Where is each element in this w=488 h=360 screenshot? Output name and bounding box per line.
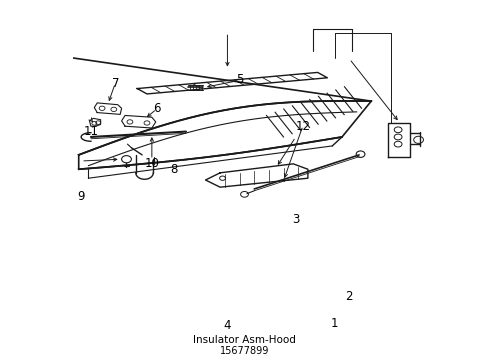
Text: 10: 10: [144, 157, 159, 170]
Text: 15677899: 15677899: [220, 346, 268, 356]
Polygon shape: [387, 123, 409, 157]
Text: Insulator Asm-Hood: Insulator Asm-Hood: [193, 334, 295, 345]
Polygon shape: [205, 164, 307, 187]
Text: 11: 11: [83, 125, 98, 138]
Text: 6: 6: [153, 102, 160, 115]
Text: 3: 3: [291, 213, 299, 226]
Polygon shape: [79, 101, 370, 169]
Polygon shape: [122, 116, 156, 128]
Polygon shape: [89, 118, 101, 126]
Text: 5: 5: [235, 73, 243, 86]
Text: 1: 1: [330, 317, 338, 330]
Text: 4: 4: [223, 319, 231, 332]
Text: 12: 12: [295, 120, 310, 133]
Text: 8: 8: [170, 163, 177, 176]
Text: 2: 2: [345, 290, 352, 303]
Polygon shape: [94, 103, 122, 114]
Text: 7: 7: [111, 77, 119, 90]
Polygon shape: [137, 72, 327, 94]
Text: 9: 9: [77, 190, 85, 203]
